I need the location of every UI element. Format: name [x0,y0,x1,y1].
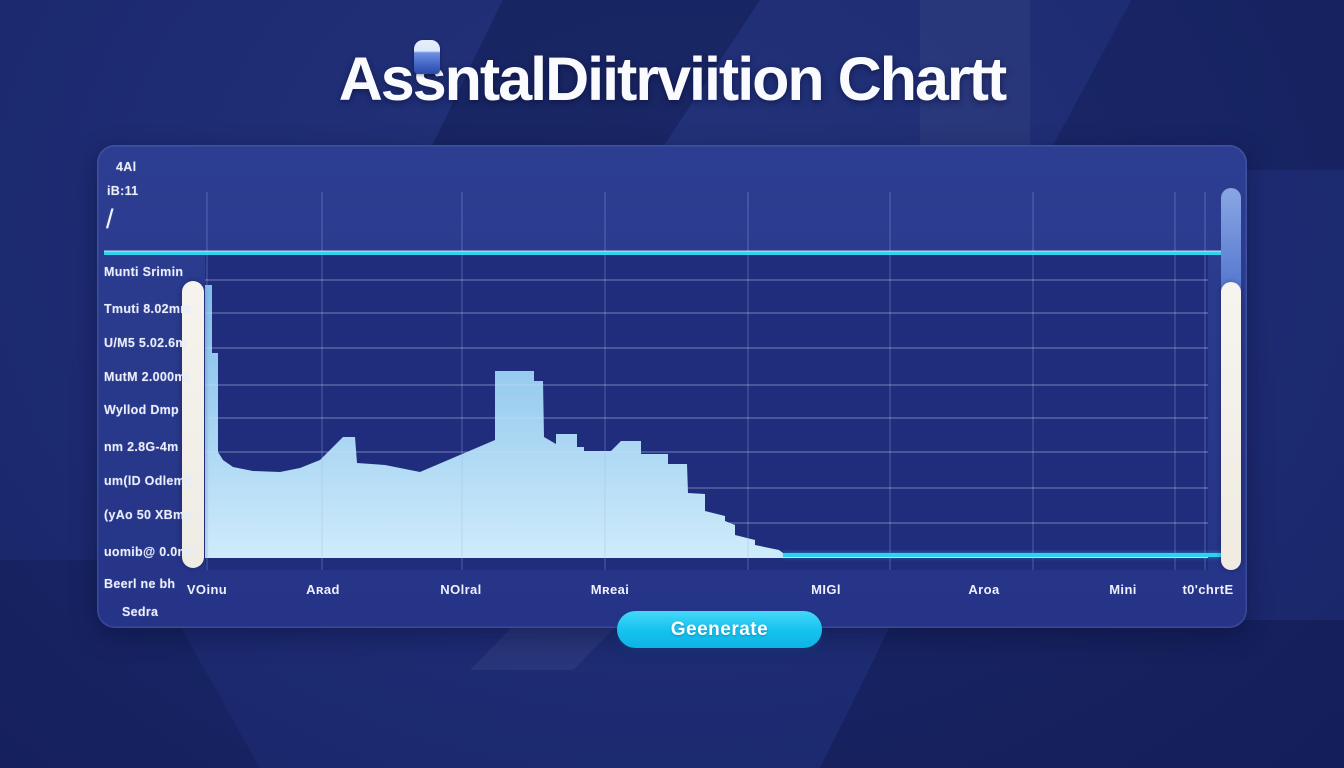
x-axis-label: Aroa [968,582,1000,597]
background-shard [820,620,1344,768]
x-axis-label: Mini [1109,582,1137,597]
y-axis-label: (yAo 50 XBmo [104,508,193,522]
y-axis-label: Beerl ne bh [104,577,176,591]
y-axis-label: U/M5 5.02.6m [104,336,187,350]
y-axis-label: MutM 2.000ml [104,370,190,384]
distribution-area-chart [205,192,1208,570]
x-axis-label: Mʀeai [590,582,630,597]
x-axis-label: VOinu [186,582,228,597]
area-series [205,285,1208,558]
panel-corner-label: 4Al [116,160,137,174]
left-scrollbar-thumb[interactable] [182,281,204,568]
panel-corner-label: iB:11 [107,184,139,198]
generate-button[interactable]: Geenerate [617,611,822,648]
pill-cap-icon [414,40,440,74]
threshold-line [104,252,1222,255]
y-axis-label: uomib@ 0.0mll [104,545,197,559]
x-axis-label: Aʀad [306,582,340,597]
y-axis-label: nm 2.8G-4m [104,440,179,454]
x-axis-label: MIGl [811,582,841,597]
x-axis-label: t0'chrtE [1182,582,1234,597]
right-scrollbar-thumb[interactable] [1221,282,1241,570]
slash-icon: / [106,204,114,234]
y-axis-label: um(lD Odleml) [104,474,194,488]
baseline-highlight-line [783,553,1221,557]
y-axis-label: Munti Srimin [104,265,184,279]
x-axis-label: NOlral [440,582,482,597]
background-shard [920,0,1030,150]
y-axis-label: Sedra [122,605,159,619]
page-title: AssntalDiitrviition Chartt [338,45,1008,113]
y-axis-label: Tmuti 8.02mm [104,302,192,316]
y-axis-label: Wyllod Dmp [104,403,179,417]
